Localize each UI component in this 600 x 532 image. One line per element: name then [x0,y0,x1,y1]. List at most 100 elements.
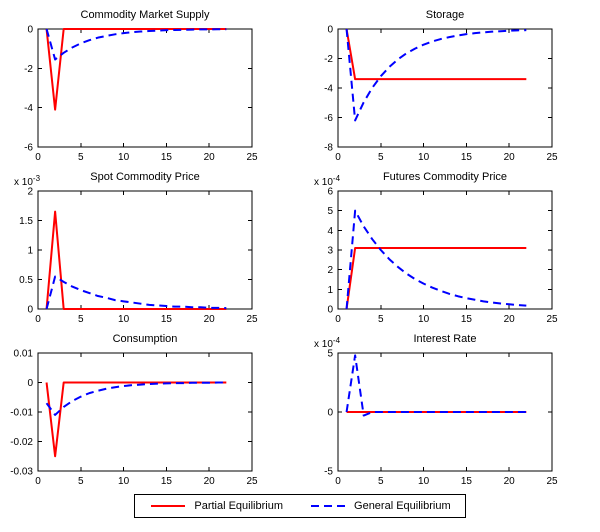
series-line-dashed [45,28,227,61]
x-tick-label: 20 [204,152,216,163]
x-tick-label: 10 [118,314,130,325]
y-tick-label: 5 [327,349,333,360]
x-tick-label: 5 [78,476,84,487]
x-tick-label: 20 [504,314,516,325]
y-axis-exponent-label: x 10-4 [314,336,341,350]
y-tick-label: 5 [327,206,333,217]
x-tick-label: 25 [546,476,558,487]
y-tick-label: 0.01 [14,349,34,360]
legend-dashed-line-icon [311,505,346,507]
x-tick-label: 20 [504,152,516,163]
series-line-dashed [45,381,227,416]
x-tick-label: 20 [204,476,216,487]
x-tick-label: 0 [35,476,41,487]
chart-futures-commodity-price: 0 5 10 15 20 25 0 1 2 3 4 5 6 Futures Commodity Price… [300,166,600,328]
matlab-figure: 0 5 10 15 20 25 -6 -4 -2 0 Commodity Market Supply… [0,4,600,518]
x-tick-label: 5 [78,152,84,163]
y-tick-label: 0 [27,378,33,389]
x-tick-label: 10 [418,314,430,325]
chart-title: Consumption [113,333,178,345]
y-tick-label: -8 [324,143,333,154]
y-tick-label: -0.03 [10,467,33,478]
legend-container: Partial Equilibrium General Equilibrium [0,494,600,518]
x-tick-label: 0 [335,476,341,487]
series-line-solid [45,210,227,310]
x-tick-label: 5 [378,314,384,325]
legend: Partial Equilibrium General Equilibrium [134,494,466,518]
chart-svg-commodity-market-supply: 0 5 10 15 20 25 -6 -4 -2 0 Commodity Market Supply [24,9,258,163]
y-tick-label: -0.01 [10,408,33,419]
chart-interest-rate: 0 5 10 15 20 25 -5 0 5 Interest Rate x 10-4 [300,328,600,490]
y-axis-exponent-label: x 10-3 [14,174,41,188]
x-tick-label: 10 [418,476,430,487]
chart-svg-spot-commodity-price: 0 5 10 15 20 25 0 0.5 1 1.5 2 Spot Commodity Price x… [14,171,258,325]
y-tick-label: -6 [324,113,333,124]
x-tick-label: 25 [246,314,258,325]
chart-svg-consumption: 0 5 10 15 20 25 -0.03 -0.02 -0.01 0 0.01 Consumptio… [10,333,258,487]
series-line-dashed [345,28,527,122]
chart-title: Spot Commodity Price [90,171,199,183]
series-line-dashed [345,354,527,417]
plot-box [37,28,253,148]
y-tick-label: -4 [324,84,333,95]
y-tick-label: 0 [327,25,333,36]
x-tick-label: 10 [118,152,130,163]
legend-item-partial-equilibrium: Partial Equilibrium [149,500,283,512]
series-line-solid [345,247,527,310]
y-tick-label: 3 [327,246,333,257]
y-tick-label: -5 [324,467,333,478]
legend-item-general-equilibrium: General Equilibrium [309,500,451,512]
plot-box [337,190,553,310]
chart-title: Interest Rate [414,333,477,345]
x-tick-label: 15 [461,152,473,163]
legend-label-general: General Equilibrium [354,500,451,512]
x-tick-label: 25 [246,476,258,487]
x-tick-label: 15 [161,314,173,325]
x-tick-label: 10 [118,476,130,487]
chart-consumption: 0 5 10 15 20 25 -0.03 -0.02 -0.01 0 0.01 Consumptio… [0,328,300,490]
x-tick-label: 5 [378,476,384,487]
x-tick-label: 25 [546,152,558,163]
x-tick-label: 15 [161,152,173,163]
chart-svg-futures-commodity-price: 0 5 10 15 20 25 0 1 2 3 4 5 6 Futures Commodity Price… [314,171,558,325]
y-tick-label: 1.5 [19,216,33,227]
series-line-dashed [45,275,227,310]
y-tick-label: 6 [327,187,333,198]
x-tick-label: 0 [335,314,341,325]
x-tick-label: 5 [378,152,384,163]
x-tick-label: 0 [335,152,341,163]
chart-spot-commodity-price: 0 5 10 15 20 25 0 0.5 1 1.5 2 Spot Commodity Price x… [0,166,300,328]
y-tick-label: 0 [27,305,33,316]
legend-solid-line-icon [151,505,186,507]
x-tick-label: 20 [204,314,216,325]
x-tick-label: 20 [504,476,516,487]
y-tick-label: 0 [327,305,333,316]
y-tick-label: -4 [24,103,33,114]
legend-label-partial: Partial Equilibrium [194,500,284,512]
x-tick-label: 0 [35,152,41,163]
chart-title: Storage [426,9,465,21]
x-tick-label: 15 [461,476,473,487]
plot-box [337,28,553,148]
plot-box [37,352,253,472]
chart-svg-storage: 0 5 10 15 20 25 -8 -6 -4 -2 0 Storage [324,9,558,163]
chart-title: Futures Commodity Price [383,171,507,183]
y-tick-label: 0 [327,408,333,419]
x-tick-label: 0 [35,314,41,325]
y-tick-label: 0.5 [19,275,33,286]
y-axis-exponent-label: x 10-4 [314,174,341,188]
y-tick-label: 4 [327,226,333,237]
plot-box [37,190,253,310]
y-tick-label: 0 [27,25,33,36]
y-tick-label: 2 [27,187,33,198]
subplot-grid: 0 5 10 15 20 25 -6 -4 -2 0 Commodity Market Supply… [0,4,600,490]
x-tick-label: 15 [161,476,173,487]
series-line-dashed [345,209,527,310]
chart-storage: 0 5 10 15 20 25 -8 -6 -4 -2 0 Storage [300,4,600,166]
y-tick-label: 2 [327,265,333,276]
x-tick-label: 10 [418,152,430,163]
chart-title: Commodity Market Supply [81,9,210,21]
y-tick-label: -0.02 [10,437,33,448]
